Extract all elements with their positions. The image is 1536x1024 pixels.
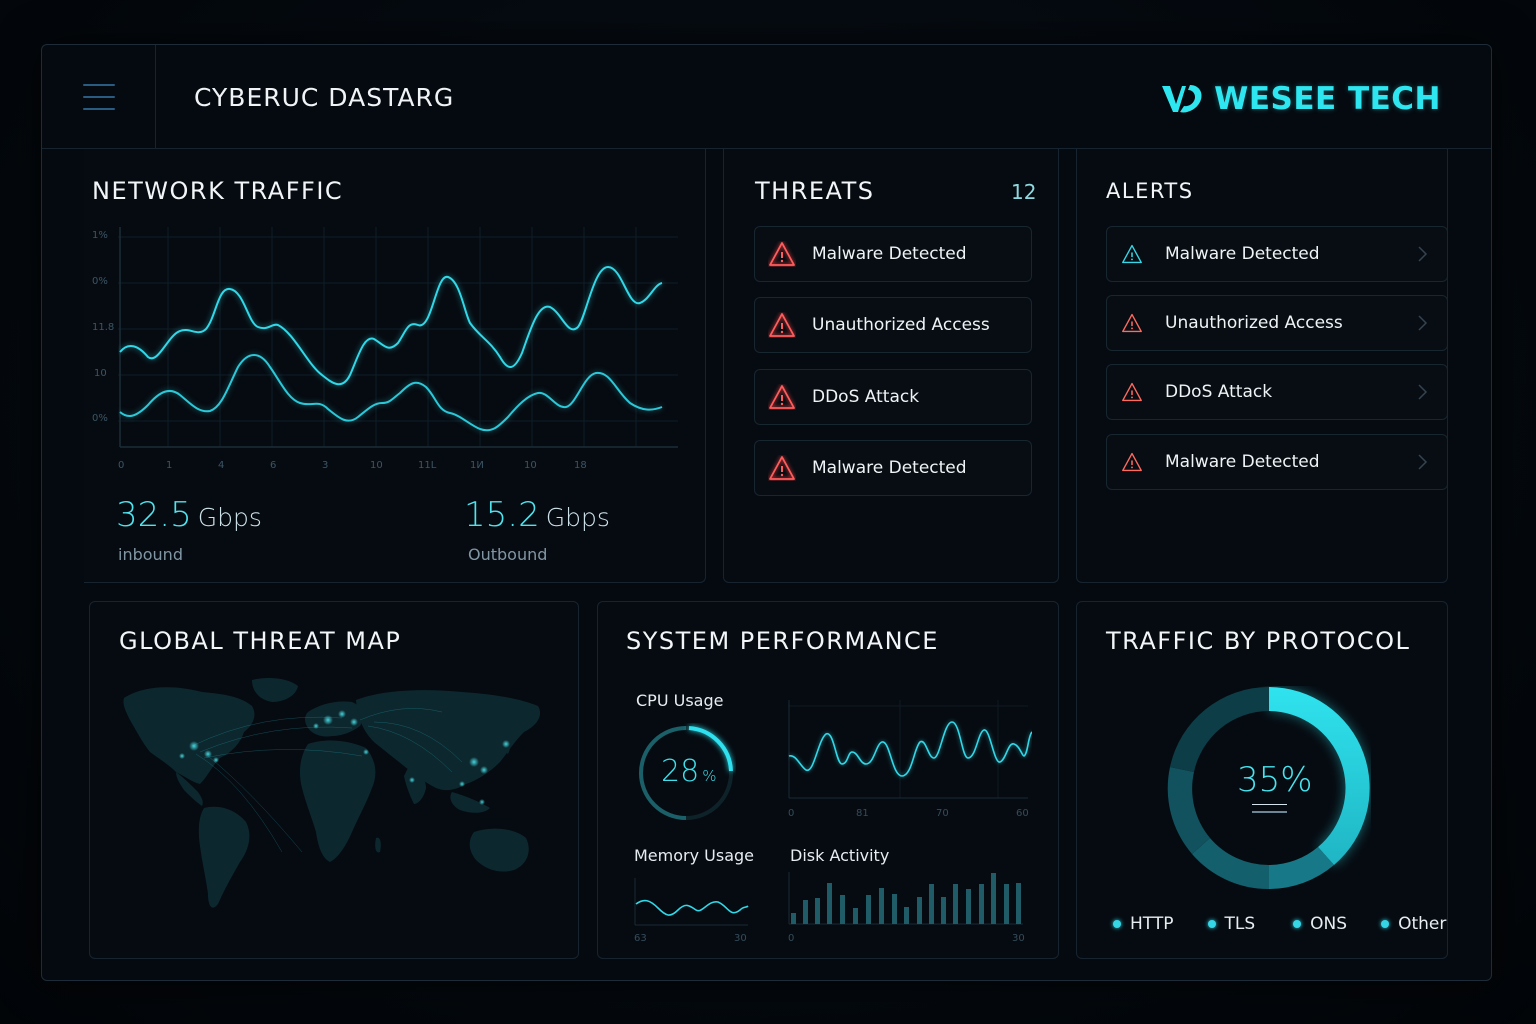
warning-triangle-icon (1122, 452, 1142, 472)
cpu-x-tick: 60 (1016, 808, 1029, 819)
legend-dot-icon (1381, 920, 1390, 928)
warning-triangle-icon (1122, 244, 1142, 264)
x-tick: 0 (118, 460, 125, 471)
outbound-rate: 15.2 Gbps (464, 495, 610, 535)
header-bar: CYBERUC DASTARG WESEE TECH (42, 45, 1491, 149)
card-title: GLOBAL THREAT MAP (119, 627, 402, 655)
cpu-usage-gauge (639, 726, 733, 820)
card-title: TRAFFIC BY PROTOCOL (1106, 627, 1411, 655)
x-tick: 4 (218, 460, 225, 471)
traffic-by-protocol-card: TRAFFIC BY PROTOCOL 35% HTTP TLS (1076, 601, 1448, 959)
brand: WESEE TECH (1160, 81, 1441, 117)
disk-activity-chart (788, 872, 1023, 925)
x-tick: 1И (470, 460, 484, 471)
alert-item[interactable]: Malware Detected (1106, 226, 1448, 282)
protocol-legend: HTTP TLS ONS Other (1113, 914, 1480, 934)
chevron-right-icon (1418, 246, 1428, 262)
cpu-x-tick: 81 (856, 808, 869, 819)
dashboard-frame: CYBERUC DASTARG WESEE TECH NETWORK TRAFF… (41, 44, 1492, 981)
legend-dot-icon (1113, 920, 1121, 928)
cpu-usage-chart (788, 700, 1032, 799)
x-tick: 10 (524, 460, 537, 471)
x-tick: 18 (574, 460, 587, 471)
center-divider (1252, 804, 1287, 805)
outbound-label: Outbound (468, 545, 548, 564)
warning-triangle-icon (1122, 382, 1142, 402)
system-performance-card: SYSTEM PERFORMANCE CPU Usage 28% 0 81 70… (597, 601, 1059, 959)
card-title: ALERTS (1106, 179, 1194, 203)
inbound-rate: 32.5 Gbps (116, 495, 262, 535)
warning-triangle-icon (769, 385, 795, 409)
x-tick: 11L (418, 460, 437, 471)
x-tick: 6 (270, 460, 277, 471)
legend-item-other[interactable]: Other (1381, 914, 1446, 934)
world-map[interactable] (112, 672, 562, 932)
disk-x-tick: 0 (788, 933, 795, 944)
legend-dot-icon (1207, 920, 1216, 928)
threat-item[interactable]: Malware Detected (754, 226, 1032, 282)
disk-x-tick: 30 (1012, 933, 1025, 944)
network-traffic-chart (118, 227, 678, 448)
center-divider (1252, 811, 1287, 813)
x-tick: 10 (370, 460, 383, 471)
card-title: NETWORK TRAFFIC (92, 177, 344, 205)
warning-triangle-icon (769, 456, 795, 480)
hamburger-menu-icon (82, 84, 115, 110)
x-tick: 1 (166, 460, 173, 471)
global-threat-map-card: GLOBAL THREAT MAP (89, 601, 579, 959)
alert-item[interactable]: DDoS Attack (1106, 364, 1448, 420)
y-tick: 11.8 (92, 322, 115, 333)
protocol-center-value: 35% (1237, 760, 1313, 800)
y-tick: 0% (92, 413, 108, 424)
cpu-usage-label: CPU Usage (636, 691, 724, 710)
disk-activity-label: Disk Activity (790, 846, 890, 865)
inbound-label: inbound (118, 545, 183, 564)
threat-item[interactable]: Unauthorized Access (754, 297, 1032, 353)
cpu-x-tick: 70 (936, 808, 949, 819)
legend-item-http[interactable]: HTTP (1113, 914, 1174, 934)
threat-item[interactable]: Malware Detected (754, 440, 1032, 496)
alert-item[interactable]: Malware Detected (1106, 434, 1448, 490)
legend-dot-icon (1293, 920, 1302, 928)
chevron-right-icon (1418, 315, 1428, 331)
y-tick: 0% (92, 276, 108, 287)
card-title: THREATS (755, 177, 875, 205)
threat-item[interactable]: DDoS Attack (754, 369, 1032, 425)
chevron-right-icon (1418, 454, 1428, 470)
card-title: SYSTEM PERFORMANCE (626, 627, 939, 655)
memory-usage-label: Memory Usage (634, 846, 755, 865)
chevron-right-icon (1418, 384, 1428, 400)
y-tick: 10 (94, 368, 107, 379)
warning-triangle-icon (1122, 313, 1142, 333)
network-traffic-card: NETWORK TRAFFIC (84, 149, 706, 583)
cpu-x-tick: 0 (788, 808, 795, 819)
memory-usage-chart (634, 878, 749, 926)
app-title: CYBERUC DASTARG (194, 83, 455, 112)
alerts-card: ALERTS Malware Detected Unauthorized Acc… (1076, 149, 1448, 583)
alert-item[interactable]: Unauthorized Access (1106, 295, 1448, 351)
legend-item-ons[interactable]: ONS (1293, 914, 1347, 934)
brand-logo-icon (1162, 85, 1202, 113)
cpu-usage-value: 28% (661, 754, 717, 789)
memory-x-tick: 30 (734, 933, 747, 944)
x-tick: 3 (322, 460, 329, 471)
brand-name: WESEE TECH (1214, 81, 1441, 117)
menu-button[interactable] (42, 45, 156, 149)
y-tick: 1% (92, 230, 108, 241)
protocol-donut-chart[interactable] (1167, 686, 1371, 890)
threat-count-badge: 12 (1011, 180, 1037, 204)
warning-triangle-icon (769, 313, 795, 337)
threats-card: THREATS 12 Malware Detected Unauthorized… (723, 149, 1059, 583)
legend-item-tls[interactable]: TLS (1207, 914, 1255, 934)
memory-x-tick: 63 (634, 933, 647, 944)
warning-triangle-icon (769, 242, 795, 266)
